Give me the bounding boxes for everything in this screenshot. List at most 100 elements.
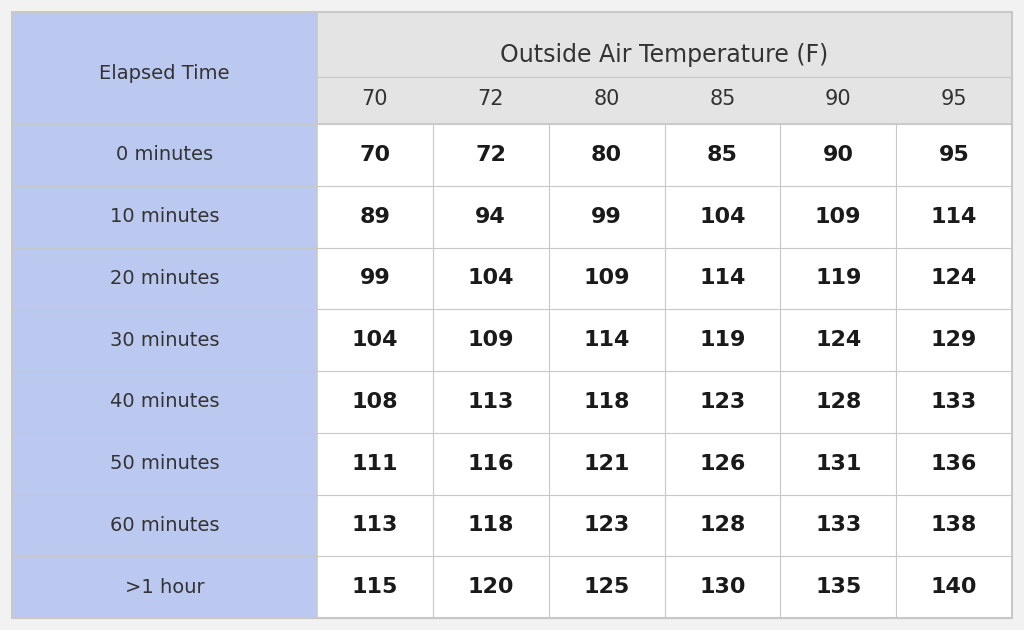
- Text: 113: 113: [468, 392, 514, 412]
- Bar: [12, 556, 317, 618]
- Bar: [549, 556, 665, 618]
- Bar: [433, 371, 549, 433]
- Bar: [12, 433, 317, 495]
- Bar: [896, 248, 1012, 309]
- Bar: [896, 371, 1012, 433]
- Bar: [433, 124, 549, 186]
- Bar: [12, 309, 317, 371]
- Bar: [12, 12, 317, 124]
- Text: 90: 90: [822, 145, 854, 165]
- Text: 80: 80: [591, 145, 623, 165]
- Bar: [317, 371, 433, 433]
- Text: 131: 131: [815, 454, 861, 474]
- Bar: [317, 495, 433, 556]
- Bar: [433, 248, 549, 309]
- Text: 72: 72: [475, 145, 506, 165]
- Text: 125: 125: [584, 577, 630, 597]
- Bar: [665, 556, 780, 618]
- Bar: [665, 495, 780, 556]
- Bar: [549, 433, 665, 495]
- Text: 140: 140: [931, 577, 977, 597]
- Text: 135: 135: [815, 577, 861, 597]
- Text: 80: 80: [593, 89, 620, 110]
- Text: 114: 114: [584, 330, 630, 350]
- Text: 121: 121: [584, 454, 630, 474]
- Text: Elapsed Time: Elapsed Time: [99, 64, 229, 83]
- Bar: [317, 186, 433, 248]
- Bar: [896, 186, 1012, 248]
- Bar: [12, 248, 317, 309]
- Bar: [665, 248, 780, 309]
- Text: 136: 136: [931, 454, 977, 474]
- Text: 30 minutes: 30 minutes: [110, 331, 219, 350]
- Text: 119: 119: [699, 330, 745, 350]
- Bar: [665, 433, 780, 495]
- Text: 70: 70: [359, 145, 390, 165]
- Text: 104: 104: [351, 330, 398, 350]
- Text: 119: 119: [815, 268, 861, 289]
- Bar: [433, 495, 549, 556]
- Bar: [317, 248, 433, 309]
- Text: 114: 114: [931, 207, 977, 227]
- Bar: [780, 309, 896, 371]
- Text: 60 minutes: 60 minutes: [110, 516, 219, 535]
- Bar: [317, 433, 433, 495]
- Bar: [665, 186, 780, 248]
- Text: Outside Air Temperature (F): Outside Air Temperature (F): [501, 43, 828, 67]
- Bar: [665, 309, 780, 371]
- Text: 124: 124: [815, 330, 861, 350]
- Bar: [317, 309, 433, 371]
- Bar: [549, 248, 665, 309]
- Text: 94: 94: [475, 207, 506, 227]
- Text: 130: 130: [699, 577, 745, 597]
- Text: 108: 108: [351, 392, 398, 412]
- Text: 20 minutes: 20 minutes: [110, 269, 219, 288]
- Text: 123: 123: [584, 515, 630, 535]
- Text: 109: 109: [815, 207, 861, 227]
- Text: 114: 114: [699, 268, 745, 289]
- Bar: [433, 433, 549, 495]
- Text: 10 minutes: 10 minutes: [110, 207, 219, 226]
- Bar: [896, 556, 1012, 618]
- Bar: [12, 186, 317, 248]
- Text: 40 minutes: 40 minutes: [110, 392, 219, 411]
- Text: 118: 118: [584, 392, 630, 412]
- Text: 138: 138: [931, 515, 977, 535]
- Bar: [780, 495, 896, 556]
- Text: 133: 133: [931, 392, 977, 412]
- Text: >1 hour: >1 hour: [125, 578, 205, 597]
- Bar: [12, 371, 317, 433]
- Bar: [896, 124, 1012, 186]
- Text: 126: 126: [699, 454, 745, 474]
- Bar: [896, 433, 1012, 495]
- Text: 113: 113: [351, 515, 398, 535]
- Text: 124: 124: [931, 268, 977, 289]
- Bar: [665, 371, 780, 433]
- Text: 133: 133: [815, 515, 861, 535]
- Text: 85: 85: [710, 89, 735, 110]
- Bar: [780, 186, 896, 248]
- Text: 89: 89: [359, 207, 390, 227]
- Text: 99: 99: [359, 268, 390, 289]
- Bar: [549, 371, 665, 433]
- Text: 118: 118: [468, 515, 514, 535]
- Bar: [549, 495, 665, 556]
- Bar: [12, 124, 317, 186]
- Text: 129: 129: [931, 330, 977, 350]
- Text: 95: 95: [939, 145, 970, 165]
- Bar: [780, 433, 896, 495]
- Bar: [317, 124, 433, 186]
- Text: 99: 99: [591, 207, 622, 227]
- Text: 72: 72: [477, 89, 504, 110]
- Bar: [549, 186, 665, 248]
- Bar: [780, 556, 896, 618]
- Text: 90: 90: [825, 89, 852, 110]
- Bar: [896, 495, 1012, 556]
- Bar: [549, 124, 665, 186]
- Text: 70: 70: [361, 89, 388, 110]
- Text: 111: 111: [351, 454, 398, 474]
- Text: 115: 115: [351, 577, 398, 597]
- Text: 109: 109: [468, 330, 514, 350]
- Text: 104: 104: [699, 207, 745, 227]
- Bar: [433, 556, 549, 618]
